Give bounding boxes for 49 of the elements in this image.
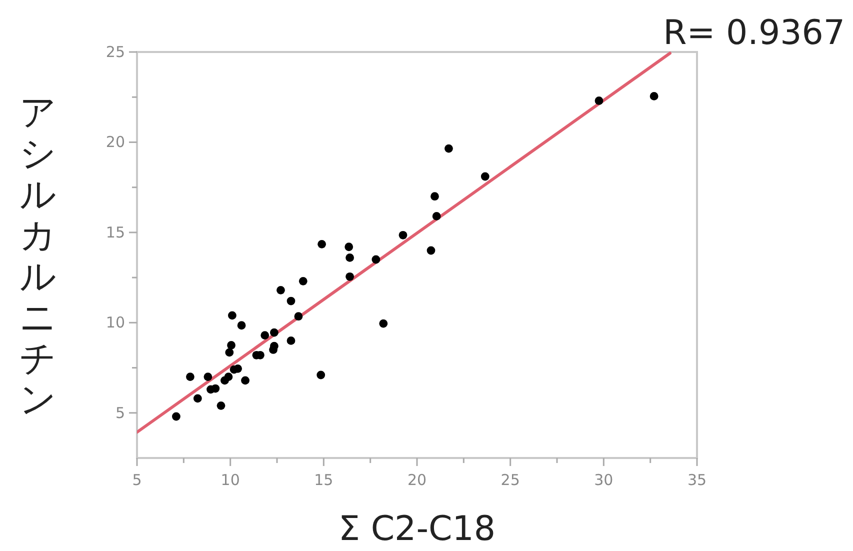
- x-tick-label: 35: [687, 471, 707, 489]
- point: [344, 242, 354, 252]
- point: [432, 212, 441, 220]
- point: [270, 342, 278, 350]
- y-tick-label: 20: [106, 133, 125, 152]
- point: [379, 319, 388, 328]
- x-tick-label: 10: [220, 471, 240, 489]
- point: [594, 96, 604, 105]
- point: [216, 401, 226, 410]
- point: [444, 144, 453, 153]
- x-tick-label: 25: [500, 471, 520, 489]
- point: [294, 312, 303, 321]
- point: [318, 240, 326, 248]
- point: [228, 311, 236, 320]
- point: [276, 286, 285, 294]
- point: [204, 372, 212, 381]
- point: [193, 394, 202, 403]
- annotation: R= 0.9367: [663, 13, 845, 53]
- y-tick-label: 5: [115, 404, 125, 422]
- point: [225, 348, 234, 357]
- y-tick-label: 15: [106, 223, 125, 242]
- point: [298, 276, 308, 286]
- point: [650, 92, 658, 100]
- point: [480, 172, 490, 181]
- y-tick-label: 25: [106, 43, 125, 61]
- y-tick-label: 10: [106, 314, 125, 332]
- point: [237, 321, 246, 330]
- point: [426, 246, 436, 255]
- point: [227, 341, 236, 350]
- point: [398, 230, 408, 240]
- point: [286, 296, 296, 306]
- point: [224, 372, 233, 381]
- x-tick-label: 5: [132, 471, 142, 489]
- point: [316, 370, 326, 380]
- point: [346, 272, 354, 281]
- point: [260, 331, 270, 340]
- point: [286, 336, 296, 345]
- point: [270, 328, 278, 337]
- x-tick-label: 15: [314, 471, 334, 489]
- x-axis-title: Σ C2-C18: [338, 509, 496, 549]
- x-tick-label: 30: [594, 471, 614, 489]
- point: [372, 255, 380, 264]
- y-axis-title: アシルカルニチン: [20, 92, 56, 420]
- point: [241, 376, 250, 385]
- point: [186, 372, 194, 381]
- point: [172, 412, 180, 421]
- point: [346, 254, 354, 262]
- point: [430, 192, 439, 201]
- x-tick-label: 20: [407, 471, 427, 489]
